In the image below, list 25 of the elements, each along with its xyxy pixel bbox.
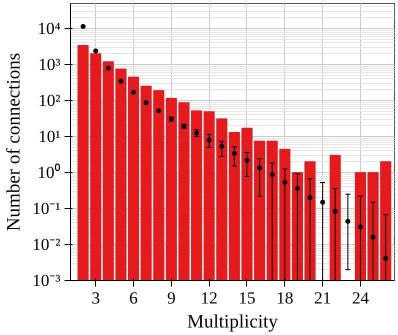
y-tick-label: 10²	[38, 91, 61, 110]
y-tick-label: 10⁻³	[32, 271, 61, 290]
point	[144, 100, 149, 106]
y-tick-label: 10³	[38, 55, 61, 74]
x-tick-label: 15	[238, 288, 256, 308]
x-tick-label: 3	[91, 288, 100, 308]
x-tick-label: 21	[314, 288, 332, 308]
x-tick-label: 6	[129, 288, 138, 308]
x-tick-label: 18	[276, 288, 294, 308]
point	[131, 90, 136, 95]
point	[80, 24, 86, 29]
point	[106, 66, 111, 71]
point	[156, 108, 162, 114]
y-tick-label: 10⁻¹	[32, 199, 61, 218]
y-tick-label: 10¹	[38, 127, 61, 146]
x-tick-label: 24	[352, 288, 370, 308]
x-axis-title: Multiplicity	[187, 312, 278, 332]
y-axis-title: Number of connections	[3, 52, 24, 232]
y-tick-label: 10⁻²	[32, 235, 61, 254]
point	[93, 48, 98, 54]
x-tick-label: 12	[200, 288, 218, 308]
point	[118, 78, 124, 84]
x-tick-label: 9	[167, 288, 176, 308]
y-tick-label: 10⁴	[38, 19, 61, 38]
y-tick-label: 10⁰	[38, 163, 60, 182]
